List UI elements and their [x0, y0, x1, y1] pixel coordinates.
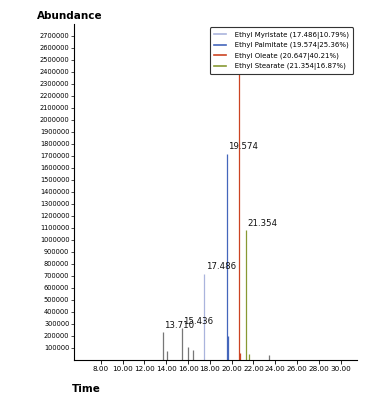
Text: Time: Time	[72, 384, 101, 394]
Text: 17.486: 17.486	[206, 262, 236, 271]
Text: 20.647: 20.647	[240, 29, 270, 38]
Text: 21.354: 21.354	[248, 219, 278, 228]
Text: 13.710: 13.710	[164, 321, 195, 330]
Legend:    Ethyl Myristate (17.486|10.79%),    Ethyl Palmitate (19.574|25.36%),    Ethyl: Ethyl Myristate (17.486|10.79%), Ethyl P…	[209, 28, 354, 74]
Text: 19.574: 19.574	[228, 142, 258, 151]
Text: 15.436: 15.436	[183, 317, 213, 326]
Text: Abundance: Abundance	[37, 11, 102, 21]
